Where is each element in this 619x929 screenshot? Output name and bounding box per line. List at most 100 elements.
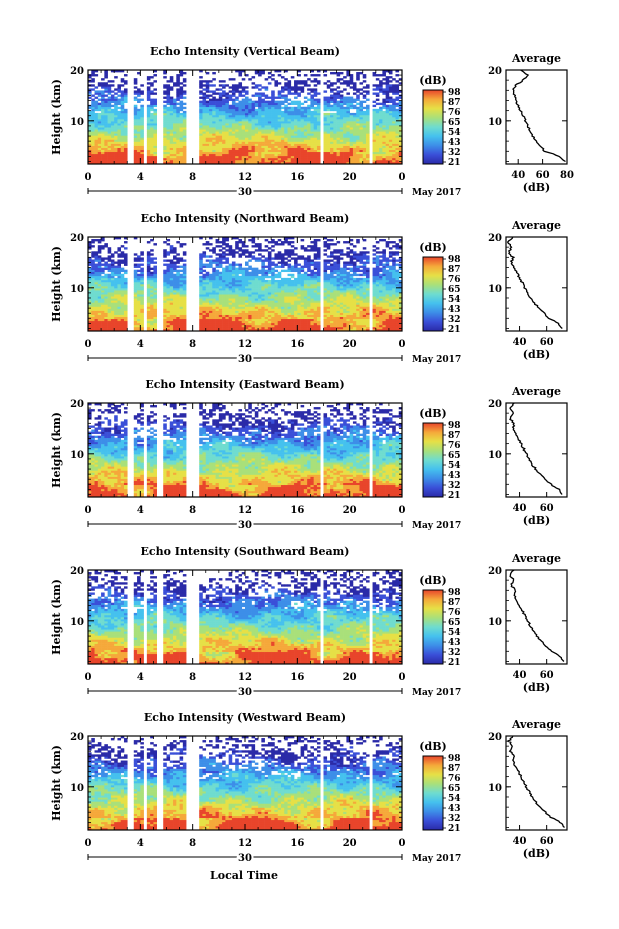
heatmap-cell <box>179 298 184 301</box>
heatmap-cell <box>97 290 102 293</box>
heatmap-cell <box>316 110 321 114</box>
heatmap-cell <box>277 94 282 97</box>
heatmap-cell <box>88 141 92 144</box>
heatmap-cell <box>218 129 223 132</box>
heatmap-cell <box>245 255 249 258</box>
heatmap-cell <box>101 106 105 110</box>
heatmap-cell <box>372 100 377 103</box>
heatmap-cell <box>385 106 390 110</box>
heatmap-cell <box>104 123 108 126</box>
heatmap-cell <box>153 139 157 142</box>
heatmap-cell <box>245 161 249 165</box>
heatmap-cell <box>248 108 252 112</box>
heatmap-cell <box>176 300 180 303</box>
heatmap-cell <box>362 110 367 114</box>
heatmap-cell <box>398 110 403 114</box>
heatmap-cell <box>225 102 229 106</box>
heatmap-cell <box>366 143 370 146</box>
heatmap-cell <box>290 108 295 112</box>
heatmap-cell <box>117 324 122 328</box>
heatmap-cell <box>346 106 350 110</box>
heatmap-cell <box>212 275 216 279</box>
heatmap-cell <box>356 117 360 120</box>
heatmap-cell <box>150 290 154 293</box>
heatmap-cell <box>248 127 252 130</box>
heatmap-cell <box>248 312 252 315</box>
heatmap-cell <box>339 139 344 142</box>
heatmap-cell <box>110 269 115 273</box>
heatmap-cell <box>287 151 292 155</box>
heatmap-cell <box>120 119 125 122</box>
heatmap-cell <box>205 306 210 309</box>
heatmap-cell <box>228 161 233 165</box>
heatmap-cell <box>173 300 177 303</box>
heatmap-cell <box>261 275 265 279</box>
heatmap-cell <box>284 149 288 153</box>
heatmap-cell <box>202 139 207 142</box>
heatmap-cell <box>316 159 321 163</box>
heatmap-cell <box>290 155 295 159</box>
heatmap-cell <box>241 153 246 157</box>
heatmap-cell <box>251 269 256 273</box>
heatmap-cell <box>225 131 229 134</box>
heatmap-cell <box>251 155 256 159</box>
heatmap-cell <box>254 112 259 116</box>
heatmap-cell <box>169 86 174 89</box>
heatmap-cell <box>375 133 380 136</box>
heatmap-cell <box>150 267 154 270</box>
heatmap-cell <box>238 131 243 134</box>
heatmap-cell <box>274 137 279 140</box>
heatmap-cell <box>176 314 180 317</box>
heatmap-cell <box>235 247 239 250</box>
heatmap-cell <box>117 155 122 159</box>
heatmap-cell <box>120 294 125 297</box>
heatmap-cell <box>218 263 223 266</box>
heatmap-cell <box>169 110 174 114</box>
heatmap-cell <box>379 110 383 114</box>
heatmap-cell <box>133 92 138 95</box>
heatmap-cell <box>238 316 243 320</box>
heatmap-cell <box>120 159 125 163</box>
heatmap-cell <box>150 102 154 106</box>
heatmap-cell <box>330 88 334 91</box>
heatmap-cell <box>146 294 151 297</box>
heatmap-cell <box>235 328 239 332</box>
heatmap-cell <box>346 125 350 128</box>
heatmap-cell <box>104 322 108 326</box>
heatmap-cell <box>88 267 92 270</box>
heatmap-cell <box>366 84 370 87</box>
heatmap-cell <box>205 155 210 159</box>
heatmap-cell <box>362 74 367 77</box>
heatmap-cell <box>97 141 102 144</box>
heatmap-cell <box>336 92 341 95</box>
heatmap-cell <box>150 106 154 110</box>
heatmap-cell <box>140 108 144 112</box>
heatmap-cell <box>241 275 246 279</box>
heatmap-cell <box>166 292 171 295</box>
heatmap-cell <box>245 157 249 161</box>
heatmap-cell <box>205 294 210 297</box>
heatmap-cell <box>238 286 243 289</box>
heatmap-cell <box>202 98 207 101</box>
heatmap-cell <box>209 277 213 281</box>
heatmap-cell <box>326 143 331 146</box>
heatmap-cell <box>209 155 213 159</box>
heatmap-cell <box>222 86 226 89</box>
heatmap-cell <box>238 137 243 140</box>
heatmap-cell <box>231 106 236 110</box>
heatmap-cell <box>209 302 213 305</box>
heatmap-cell <box>366 157 370 161</box>
heatmap-cell <box>261 98 265 101</box>
heatmap-cell <box>150 129 154 132</box>
heatmap-cell <box>379 147 383 150</box>
heatmap-cell <box>202 251 207 254</box>
heatmap-cell <box>176 275 180 279</box>
heatmap-cell <box>359 108 364 112</box>
heatmap-cell <box>88 314 92 317</box>
heatmap-cell <box>235 121 239 124</box>
heatmap-cell <box>254 275 259 279</box>
heatmap-cell <box>362 131 367 134</box>
heatmap-cell <box>209 290 213 293</box>
heatmap-cell <box>140 251 144 254</box>
heatmap-cell <box>385 110 390 114</box>
